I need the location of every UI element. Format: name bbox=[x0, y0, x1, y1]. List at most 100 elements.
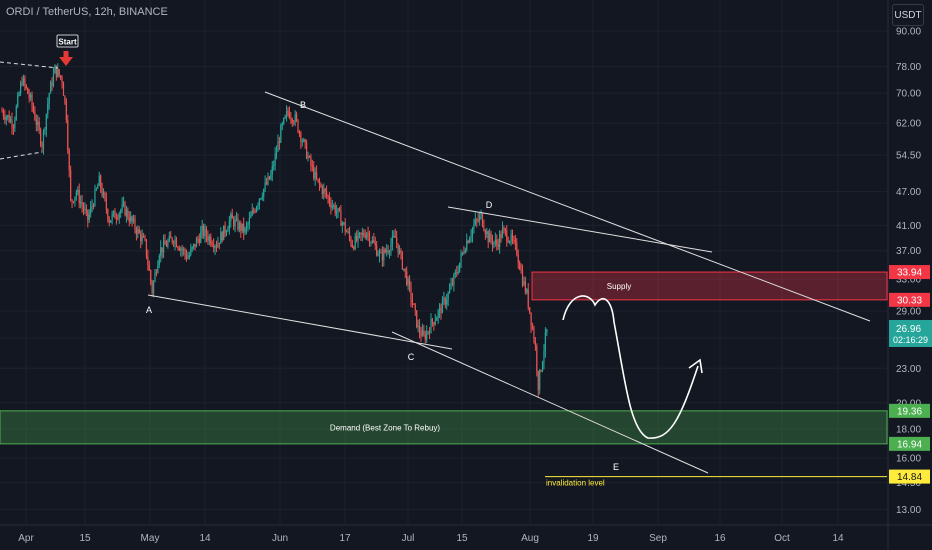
candle bbox=[51, 82, 53, 86]
candle bbox=[270, 174, 272, 180]
candle bbox=[318, 180, 321, 185]
wave-label: C bbox=[408, 352, 415, 362]
candle bbox=[102, 192, 105, 196]
candle bbox=[414, 304, 416, 311]
candle bbox=[4, 116, 6, 120]
candle bbox=[248, 217, 250, 224]
candle bbox=[47, 103, 49, 115]
candle bbox=[373, 239, 375, 243]
candle bbox=[247, 223, 249, 226]
candle bbox=[95, 188, 97, 190]
price-tick-label: 18.00 bbox=[896, 424, 921, 435]
candle bbox=[526, 289, 528, 293]
candle bbox=[320, 184, 322, 187]
candle bbox=[437, 310, 439, 318]
candle bbox=[424, 334, 426, 340]
candle bbox=[408, 279, 411, 286]
candle bbox=[261, 196, 263, 199]
candle bbox=[191, 246, 193, 249]
candle bbox=[257, 204, 259, 207]
candle bbox=[300, 132, 302, 142]
candle bbox=[168, 236, 170, 242]
candle bbox=[295, 114, 298, 120]
candle bbox=[531, 325, 534, 329]
price-tick-label: 70.00 bbox=[896, 89, 921, 100]
candle bbox=[62, 82, 65, 96]
candle bbox=[131, 216, 133, 222]
candle bbox=[317, 179, 319, 181]
candle bbox=[433, 322, 435, 325]
candle bbox=[61, 77, 63, 83]
candle bbox=[80, 202, 82, 204]
candle bbox=[473, 224, 475, 229]
candle bbox=[12, 127, 15, 129]
candle bbox=[184, 249, 186, 254]
candle bbox=[188, 254, 190, 258]
candle bbox=[14, 119, 16, 128]
candle bbox=[193, 243, 195, 247]
candle bbox=[127, 209, 129, 218]
supply-label: Supply bbox=[607, 282, 631, 291]
candle bbox=[175, 239, 178, 247]
candle bbox=[456, 272, 458, 274]
candle bbox=[19, 83, 22, 94]
time-axis: Apr 15 May 14 Jun 17 Jul 15 Aug 19 Sep 16 Oct 14 bbox=[18, 533, 844, 544]
candle bbox=[338, 208, 341, 211]
candle bbox=[121, 204, 123, 211]
candle bbox=[52, 73, 55, 86]
candle bbox=[9, 119, 12, 123]
candle bbox=[384, 249, 386, 253]
candle bbox=[500, 234, 502, 238]
candle bbox=[7, 115, 9, 117]
candle bbox=[42, 130, 45, 148]
candle bbox=[243, 223, 245, 233]
candle bbox=[354, 235, 356, 249]
candle bbox=[253, 210, 255, 212]
candle bbox=[231, 213, 233, 219]
candle bbox=[496, 239, 498, 245]
candle bbox=[333, 205, 335, 207]
candle bbox=[214, 245, 216, 248]
candle bbox=[124, 202, 126, 216]
candle bbox=[476, 219, 478, 221]
candle bbox=[67, 120, 69, 151]
candle bbox=[210, 236, 212, 245]
candle bbox=[2, 111, 5, 117]
candle bbox=[75, 192, 77, 197]
candle bbox=[507, 241, 509, 243]
currency-button[interactable]: USDT bbox=[892, 4, 924, 26]
candle bbox=[148, 264, 150, 271]
candle bbox=[381, 252, 383, 261]
price-tick-label: 90.00 bbox=[896, 26, 921, 37]
candle bbox=[294, 114, 296, 123]
candle bbox=[388, 251, 391, 253]
candle bbox=[367, 233, 369, 235]
candle bbox=[348, 231, 351, 238]
candle bbox=[250, 215, 252, 218]
candle bbox=[38, 121, 40, 130]
candle bbox=[165, 244, 168, 247]
candle bbox=[45, 114, 47, 130]
candle bbox=[203, 225, 205, 237]
price-tag-label: 19.36 bbox=[897, 406, 922, 417]
candle bbox=[446, 300, 448, 305]
candle bbox=[506, 230, 508, 242]
candle bbox=[489, 233, 491, 243]
candle bbox=[78, 190, 80, 204]
candle bbox=[1, 111, 3, 113]
candle bbox=[258, 198, 260, 205]
start-label: Start bbox=[58, 38, 77, 47]
candle bbox=[271, 166, 273, 175]
candle bbox=[11, 119, 13, 128]
candle bbox=[350, 237, 352, 245]
candle bbox=[343, 222, 345, 224]
price-tick-label: 62.00 bbox=[896, 119, 921, 130]
candle bbox=[358, 232, 361, 234]
candle bbox=[204, 229, 206, 237]
candle bbox=[491, 240, 494, 245]
candle bbox=[117, 218, 119, 220]
candle bbox=[337, 208, 339, 212]
candle bbox=[529, 307, 531, 313]
candle bbox=[81, 202, 83, 206]
